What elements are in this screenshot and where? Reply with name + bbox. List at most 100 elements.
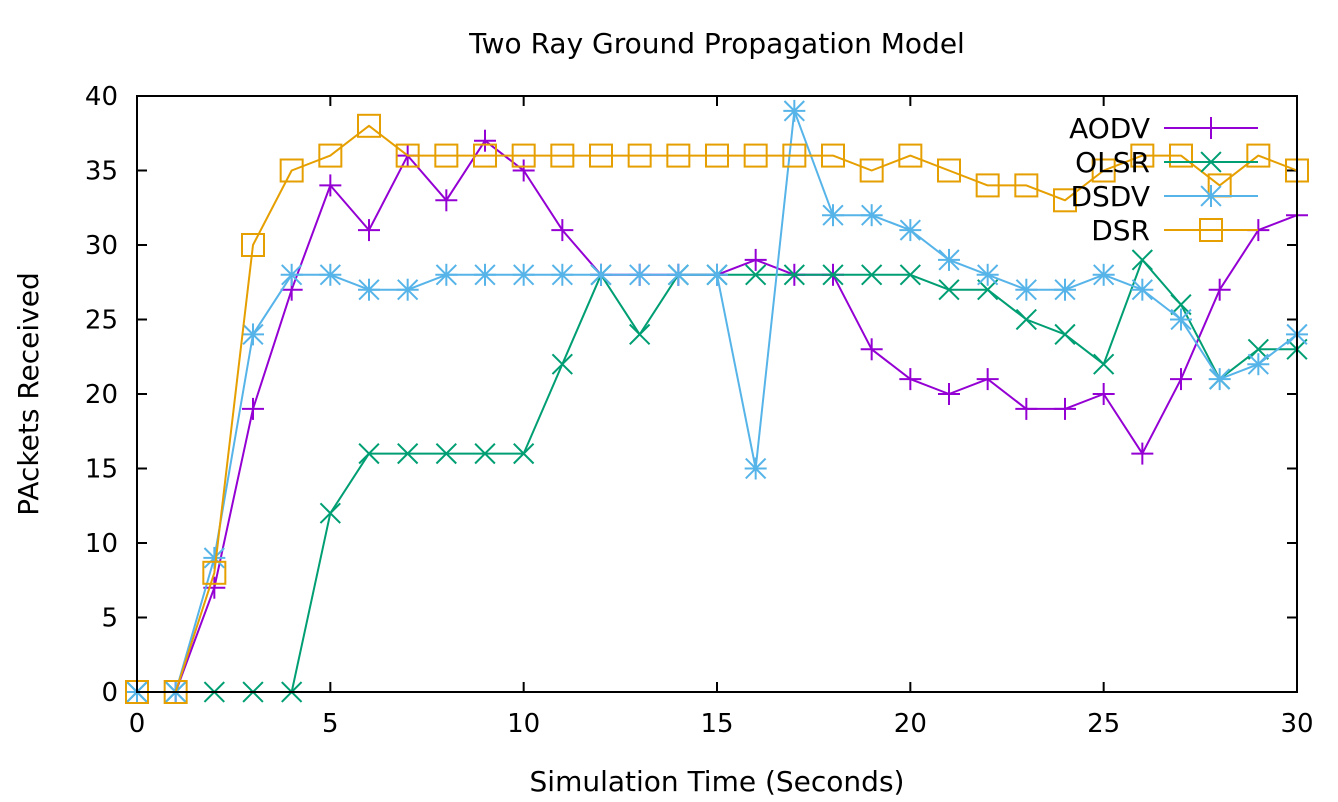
data-point-dsdv: [976, 263, 999, 286]
legend-marker-aodv: [1200, 117, 1222, 139]
marker-stroke: [1200, 151, 1222, 173]
data-point-dsdv: [938, 248, 960, 271]
marker-stroke: [1093, 264, 1115, 286]
marker-stroke: [474, 264, 496, 286]
data-point-olsr: [1247, 338, 1269, 360]
data-point-dsr: [279, 158, 304, 183]
marker-stroke: [358, 442, 380, 465]
x-tick-label: 0: [129, 709, 146, 739]
marker-stroke: [899, 264, 921, 286]
marker-stroke: [281, 264, 303, 286]
marker-stroke: [1093, 353, 1115, 375]
marker-square: [975, 173, 1000, 198]
marker-stroke: [745, 457, 767, 480]
data-point-dsr: [357, 113, 381, 138]
marker-stroke: [397, 279, 419, 301]
data-point-aodv: [203, 576, 226, 599]
data-point-olsr: [1131, 249, 1153, 271]
marker-stroke: [513, 264, 535, 286]
data-point-dsdv: [822, 204, 844, 227]
series-olsr: [126, 249, 1308, 703]
marker-stroke: [1015, 279, 1037, 301]
data-point-olsr: [822, 264, 844, 286]
data-point-dsr: [898, 143, 923, 168]
data-point-dsr: [1053, 188, 1077, 213]
data-point-aodv: [976, 368, 999, 391]
marker-square: [821, 143, 845, 168]
y-tick-label: 30: [85, 231, 118, 261]
data-point-dsr: [202, 560, 227, 585]
series-dsdv: [126, 99, 1308, 703]
marker-stroke: [203, 547, 225, 569]
data-point-dsdv: [1247, 353, 1270, 376]
marker-stroke: [1170, 293, 1192, 316]
marker-square: [1130, 143, 1155, 168]
marker-stroke: [861, 264, 883, 286]
x-tick-label: 5: [322, 709, 339, 739]
marker-square: [627, 143, 652, 168]
marker-square: [395, 143, 420, 168]
marker-stroke: [590, 264, 612, 286]
marker-stroke: [242, 323, 264, 346]
data-point-dsr: [434, 143, 459, 168]
data-point-dsr: [511, 143, 536, 168]
marker-stroke: [1054, 323, 1076, 346]
data-point-aodv: [1131, 442, 1154, 465]
marker-square: [743, 143, 768, 168]
marker-stroke: [1247, 338, 1269, 360]
data-point-dsdv: [396, 278, 419, 301]
legend-label-olsr: OLSR: [1075, 146, 1150, 179]
marker-stroke: [358, 279, 380, 301]
x-tick-label: 15: [700, 709, 733, 739]
marker-stroke: [1015, 308, 1037, 331]
marker-stroke: [1131, 249, 1153, 271]
chart-title: Two Ray Ground Propagation Model: [468, 27, 965, 60]
marker-stroke: [435, 442, 457, 465]
data-point-dsdv: [1054, 278, 1076, 301]
legend-label-aodv: AODV: [1069, 112, 1150, 145]
marker-square: [473, 143, 497, 168]
data-point-olsr: [358, 442, 380, 465]
data-point-dsdv: [512, 263, 535, 286]
marker-stroke: [783, 264, 805, 286]
y-tick-label: 25: [85, 306, 118, 336]
data-point-aodv: [512, 159, 535, 182]
data-point-aodv: [1015, 397, 1038, 420]
data-point-aodv: [860, 338, 883, 361]
legend-label-dsdv: DSDV: [1070, 180, 1150, 213]
marker-stroke: [822, 264, 844, 286]
data-point-dsr: [550, 143, 575, 168]
data-point-dsr: [743, 143, 768, 168]
data-point-dsdv: [706, 263, 728, 286]
marker-square: [1199, 218, 1223, 242]
marker-stroke: [1170, 308, 1192, 331]
data-point-aodv: [744, 248, 767, 271]
data-point-aodv: [1054, 397, 1076, 420]
marker-square: [1169, 143, 1193, 168]
series-layer: [125, 99, 1309, 704]
data-point-dsdv: [744, 457, 767, 480]
data-point-dsr: [937, 158, 961, 183]
data-point-aodv: [899, 368, 922, 391]
y-tick-label: 40: [85, 82, 118, 112]
x-tick-label: 20: [894, 709, 927, 739]
data-point-aodv: [1092, 383, 1115, 405]
series-dsr: [125, 113, 1309, 704]
marker-square: [241, 233, 265, 257]
data-point-olsr: [551, 353, 573, 375]
data-point-dsdv: [551, 263, 574, 286]
legend-marker-dsdv: [1200, 185, 1222, 207]
data-point-dsr: [666, 143, 691, 168]
data-point-dsr: [1130, 143, 1155, 168]
marker-square: [511, 143, 536, 168]
marker-stroke: [319, 264, 341, 286]
marker-stroke: [397, 442, 419, 465]
marker-square: [937, 158, 961, 183]
data-point-olsr: [513, 442, 535, 465]
data-point-olsr: [783, 264, 805, 286]
data-point-dsdv: [358, 278, 380, 301]
marker-stroke: [1209, 368, 1231, 390]
y-axis-label: PAckets Received: [12, 272, 45, 515]
data-point-dsdv: [474, 263, 496, 286]
data-point-olsr: [745, 264, 767, 286]
